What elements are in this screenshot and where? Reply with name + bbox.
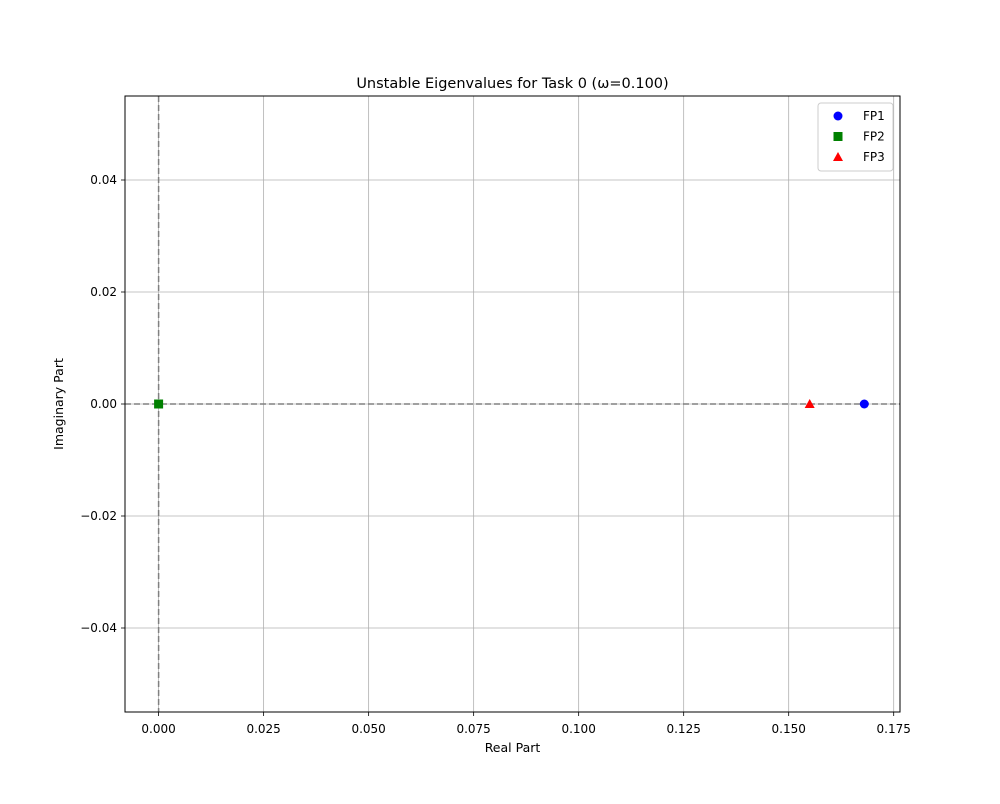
fp3-point — [804, 399, 815, 408]
fp3-legend-marker — [833, 152, 843, 161]
legend-label: FP3 — [863, 150, 885, 164]
y-tick-label: −0.02 — [80, 509, 117, 523]
x-tick-label: 0.050 — [351, 722, 385, 736]
y-tick-label: 0.04 — [90, 173, 117, 187]
legend-label: FP1 — [863, 109, 885, 123]
x-axis-label: Real Part — [485, 740, 541, 755]
legend: FP1 FP2 FP3 — [817, 102, 894, 172]
legend-label: FP2 — [863, 130, 885, 144]
x-tick-label: 0.000 — [141, 722, 175, 736]
x-tick-label: 0.125 — [666, 722, 700, 736]
x-tick-label: 0.175 — [877, 722, 911, 736]
x-axis-ticks: 0.000 0.025 0.050 0.075 0.100 0.125 0.150 0.175 — [141, 712, 911, 736]
data-points — [154, 399, 869, 409]
chart-title: Unstable Eigenvalues for Task 0 (ω=0.100… — [356, 76, 668, 92]
x-tick-label: 0.100 — [561, 722, 595, 736]
y-tick-label: −0.04 — [80, 621, 117, 635]
x-tick-label: 0.150 — [772, 722, 806, 736]
fp1-point — [859, 399, 869, 409]
y-tick-label: 0.00 — [90, 397, 117, 411]
y-tick-label: 0.02 — [90, 285, 117, 299]
fp2-legend-marker — [833, 132, 843, 141]
y-axis-ticks: −0.04 −0.02 0.00 0.02 0.04 — [80, 173, 125, 635]
fp1-legend-marker — [833, 111, 843, 121]
fp2-point — [154, 399, 164, 409]
y-axis-label: Imaginary Part — [51, 358, 66, 450]
x-tick-label: 0.075 — [456, 722, 490, 736]
x-tick-label: 0.025 — [246, 722, 280, 736]
